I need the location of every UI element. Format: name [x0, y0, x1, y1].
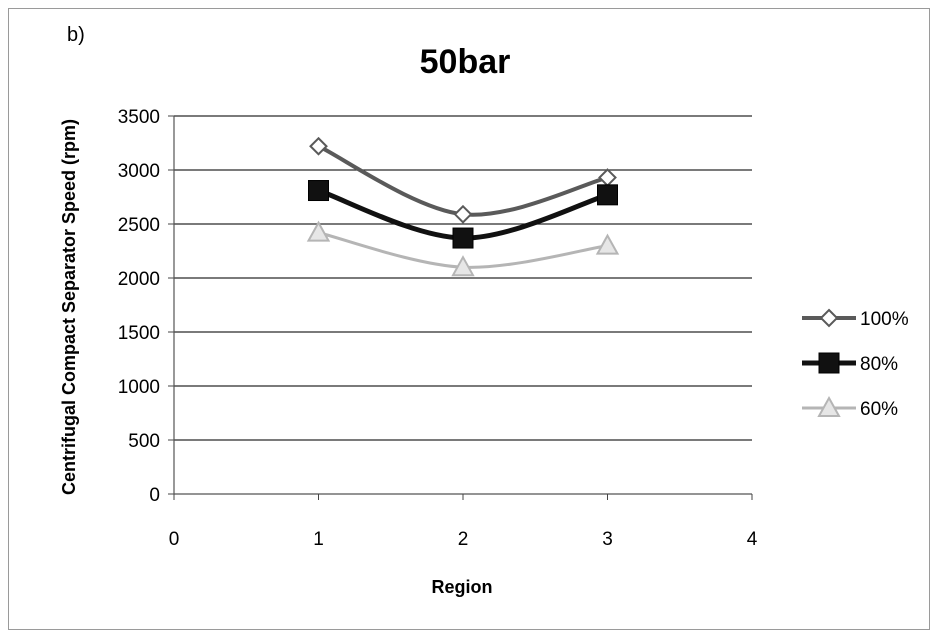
legend-item: 60%	[802, 395, 898, 420]
data-point-triangle	[306, 220, 331, 242]
data-point-triangle	[595, 233, 620, 255]
y-tick-label: 500	[128, 431, 160, 452]
legend-label: 100%	[860, 309, 909, 330]
legend-item: 80%	[802, 352, 898, 375]
data-point-square	[308, 180, 329, 202]
series-line	[316, 144, 610, 217]
y-tick-labels: 0 500 1000 1500 2000 2500 3000 3500	[118, 107, 160, 506]
x-tick-label: 4	[747, 529, 758, 550]
data-point-triangle	[451, 255, 475, 277]
x-tick-label: 2	[458, 529, 469, 550]
legend-label: 60%	[860, 399, 898, 420]
y-axis-label: Centrifugal Compact Separator Speed (rpm…	[59, 119, 79, 495]
axes	[168, 115, 753, 500]
series-1	[308, 180, 618, 249]
series-group	[306, 136, 620, 277]
x-tick-label: 0	[169, 529, 180, 550]
y-tick-label: 2500	[118, 215, 160, 236]
series-2	[306, 220, 620, 277]
y-tick-label: 1000	[118, 377, 160, 398]
data-point-diamond	[453, 204, 473, 224]
chart-frame	[8, 8, 930, 630]
x-tick-label: 3	[602, 529, 613, 550]
y-tick-label: 0	[149, 485, 160, 506]
y-tick-label: 3500	[118, 107, 160, 128]
chart-title: 50bar	[420, 43, 511, 81]
panel-label: b)	[67, 24, 85, 46]
data-point-diamond	[819, 308, 839, 328]
data-point-triangle	[817, 395, 841, 417]
series-0	[309, 136, 617, 224]
legend: 100% 80% 60%	[802, 308, 909, 420]
data-point-square	[818, 352, 840, 374]
data-point-diamond	[598, 168, 617, 187]
data-point-square	[597, 184, 618, 206]
y-tick-label: 2000	[118, 269, 160, 290]
legend-item: 100%	[802, 308, 909, 330]
y-tick-label: 1500	[118, 323, 160, 344]
x-tick-labels: 0 1 2 3 4	[169, 529, 758, 550]
x-tick-label: 1	[313, 529, 324, 550]
data-point-square	[452, 227, 474, 249]
y-tick-label: 3000	[118, 161, 160, 182]
grid-lines	[174, 115, 752, 441]
legend-label: 80%	[860, 354, 898, 375]
data-point-diamond	[309, 136, 328, 156]
x-axis-label: Region	[432, 577, 493, 597]
